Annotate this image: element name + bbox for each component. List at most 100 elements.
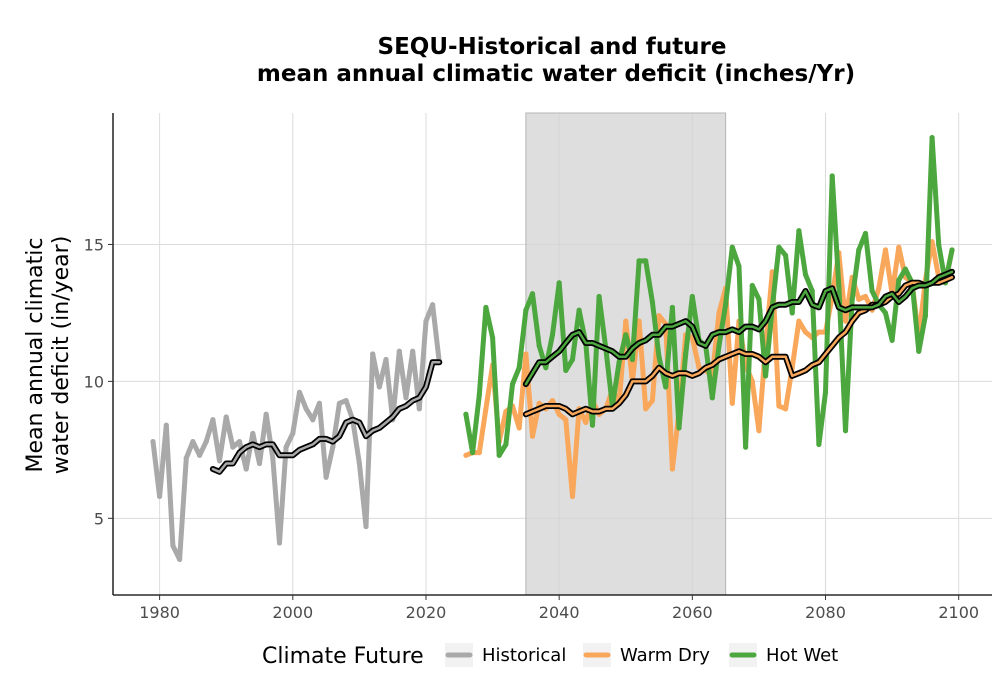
- point-hot-wet-2060: [689, 293, 695, 300]
- point-hot-wet-2037: [536, 343, 542, 349]
- point-historical-1986: [196, 452, 203, 458]
- point-historical-1987: [203, 439, 209, 445]
- point-historical-1993: [243, 466, 249, 472]
- point-hot-wet-2027: [469, 449, 476, 456]
- point-warm-dry-2040: [556, 411, 562, 417]
- point-warm-dry-2069: [749, 378, 755, 384]
- x-tick-label-1980: 1980: [139, 603, 180, 622]
- point-hot-wet-2064: [716, 343, 722, 349]
- point-warm-dry-2076: [796, 318, 802, 324]
- legend-label-warm-dry: Warm Dry: [620, 645, 710, 666]
- point-hot-wet-2050: [623, 332, 629, 338]
- point-warm-dry-2052: [636, 318, 642, 324]
- point-warm-dry-2037: [536, 400, 542, 406]
- point-historical-2005: [323, 474, 329, 480]
- point-hot-wet-2097: [936, 241, 942, 248]
- point-warm-dry-2077: [802, 329, 809, 335]
- point-hot-wet-2051: [629, 356, 636, 363]
- point-historical-2001: [296, 389, 303, 395]
- point-hot-wet-2045: [589, 422, 596, 428]
- point-historical-1985: [190, 439, 196, 445]
- point-hot-wet-2076: [796, 228, 802, 234]
- point-historical-2021: [430, 302, 436, 308]
- point-historical-2012: [370, 351, 376, 357]
- x-tick-label-2080: 2080: [805, 603, 846, 622]
- point-hot-wet-2058: [676, 425, 682, 431]
- point-warm-dry-2042: [569, 493, 576, 500]
- point-hot-wet-2087: [869, 288, 875, 294]
- point-historical-1996: [263, 411, 269, 417]
- smooth-line-hot-wet: [524, 270, 954, 386]
- point-hot-wet-2032: [503, 441, 509, 447]
- point-warm-dry-2053: [643, 406, 649, 412]
- point-historical-1988: [210, 417, 216, 423]
- legend-title: Climate Future: [262, 644, 424, 669]
- point-warm-dry-2035: [523, 351, 529, 357]
- point-hot-wet-2068: [743, 444, 749, 450]
- y-tick-label-5: 5: [94, 509, 104, 528]
- point-historical-1992: [236, 439, 243, 445]
- point-hot-wet-2095: [922, 313, 929, 319]
- chart-title-line1: SEQU-Historical and future: [378, 34, 727, 60]
- point-hot-wet-2079: [816, 441, 822, 447]
- point-hot-wet-2040: [556, 280, 562, 286]
- point-hot-wet-2092: [902, 266, 909, 272]
- point-historical-2018: [410, 348, 416, 354]
- point-hot-wet-2056: [663, 384, 669, 390]
- point-historical-2016: [396, 348, 402, 354]
- point-hot-wet-2026: [463, 411, 469, 417]
- point-hot-wet-2082: [836, 282, 842, 289]
- point-hot-wet-2028: [476, 392, 482, 398]
- y-axis-label-line1: Mean annual climatic: [23, 238, 48, 473]
- point-warm-dry-2086: [862, 293, 869, 300]
- point-hot-wet-2031: [496, 452, 502, 458]
- point-hot-wet-2089: [882, 310, 889, 316]
- y-tick-label-10: 10: [84, 372, 104, 391]
- point-warm-dry-2083: [842, 318, 849, 324]
- point-historical-1979: [150, 439, 156, 445]
- point-hot-wet-2091: [896, 277, 902, 283]
- point-hot-wet-2046: [596, 293, 602, 300]
- point-hot-wet-2071: [762, 373, 769, 379]
- x-tick-label-2060: 2060: [672, 603, 713, 622]
- point-historical-2007: [336, 400, 343, 406]
- point-historical-1999: [283, 444, 289, 450]
- point-historical-2014: [383, 356, 389, 363]
- point-historical-2010: [356, 460, 362, 467]
- point-hot-wet-2085: [856, 247, 862, 253]
- point-warm-dry-2073: [776, 403, 782, 409]
- point-historical-1982: [170, 543, 176, 549]
- point-historical-1995: [256, 460, 263, 467]
- point-warm-dry-2028: [476, 449, 482, 456]
- point-hot-wet-2086: [862, 230, 869, 237]
- point-hot-wet-2081: [829, 173, 835, 179]
- point-historical-2019: [416, 406, 422, 412]
- point-warm-dry-2041: [563, 417, 569, 423]
- point-hot-wet-2039: [549, 332, 556, 338]
- point-hot-wet-2069: [749, 282, 755, 289]
- point-hot-wet-2070: [756, 296, 762, 302]
- point-warm-dry-2088: [876, 285, 882, 291]
- point-hot-wet-2073: [776, 244, 782, 250]
- legend-label-hot-wet: Hot Wet: [766, 645, 838, 666]
- point-historical-1980: [157, 493, 163, 500]
- point-hot-wet-2094: [916, 348, 922, 354]
- point-historical-2020: [423, 318, 429, 324]
- point-hot-wet-2078: [809, 288, 815, 294]
- point-hot-wet-2030: [489, 334, 496, 341]
- point-warm-dry-2091: [896, 244, 902, 250]
- point-hot-wet-2029: [483, 304, 489, 311]
- point-historical-1998: [276, 540, 283, 546]
- point-historical-2006: [330, 444, 336, 450]
- smooth-line-historical: [211, 360, 441, 474]
- point-warm-dry-2066: [729, 400, 735, 406]
- point-warm-dry-2055: [656, 313, 662, 319]
- point-hot-wet-2096: [929, 135, 935, 141]
- x-tick-label-2020: 2020: [406, 603, 447, 622]
- point-hot-wet-2033: [509, 381, 516, 387]
- point-warm-dry-2070: [756, 428, 762, 434]
- point-historical-2008: [343, 397, 349, 404]
- x-tick-label-2100: 2100: [938, 603, 979, 622]
- point-warm-dry-2089: [882, 247, 889, 253]
- point-hot-wet-2066: [729, 244, 735, 250]
